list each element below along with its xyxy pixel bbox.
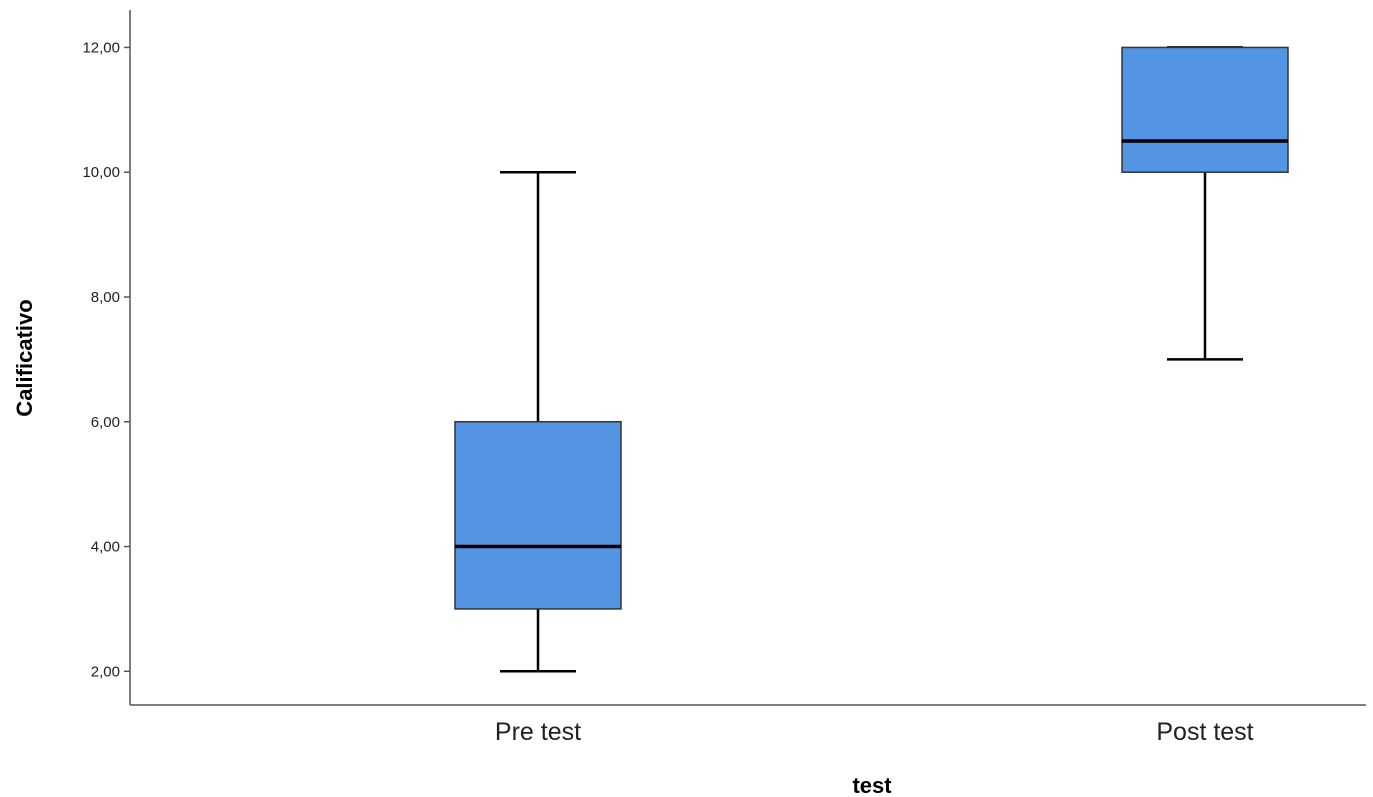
box-plots (454, 46, 1289, 673)
box-post-test (1121, 46, 1289, 361)
y-axis-ticks: 2,00 4,00 6,00 8,00 10,00 12,00 (82, 39, 130, 680)
x-category-label: Post test (1156, 718, 1253, 746)
y-tick-label: 8,00 (91, 289, 120, 306)
y-tick-label: 6,00 (91, 414, 120, 431)
x-axis-title: test (852, 773, 892, 797)
x-category-label: Pre test (495, 718, 581, 746)
box-pre-test (454, 170, 622, 673)
y-tick-label: 2,00 (91, 663, 120, 680)
y-axis-title: Calificativo (12, 299, 37, 416)
y-tick-label: 4,00 (91, 539, 120, 556)
x-axis-category-labels: Pre test Post test (495, 718, 1254, 746)
y-tick-label: 10,00 (82, 164, 120, 181)
iqr-box (1121, 46, 1289, 173)
iqr-box (454, 421, 622, 610)
y-tick-label: 12,00 (82, 39, 120, 56)
